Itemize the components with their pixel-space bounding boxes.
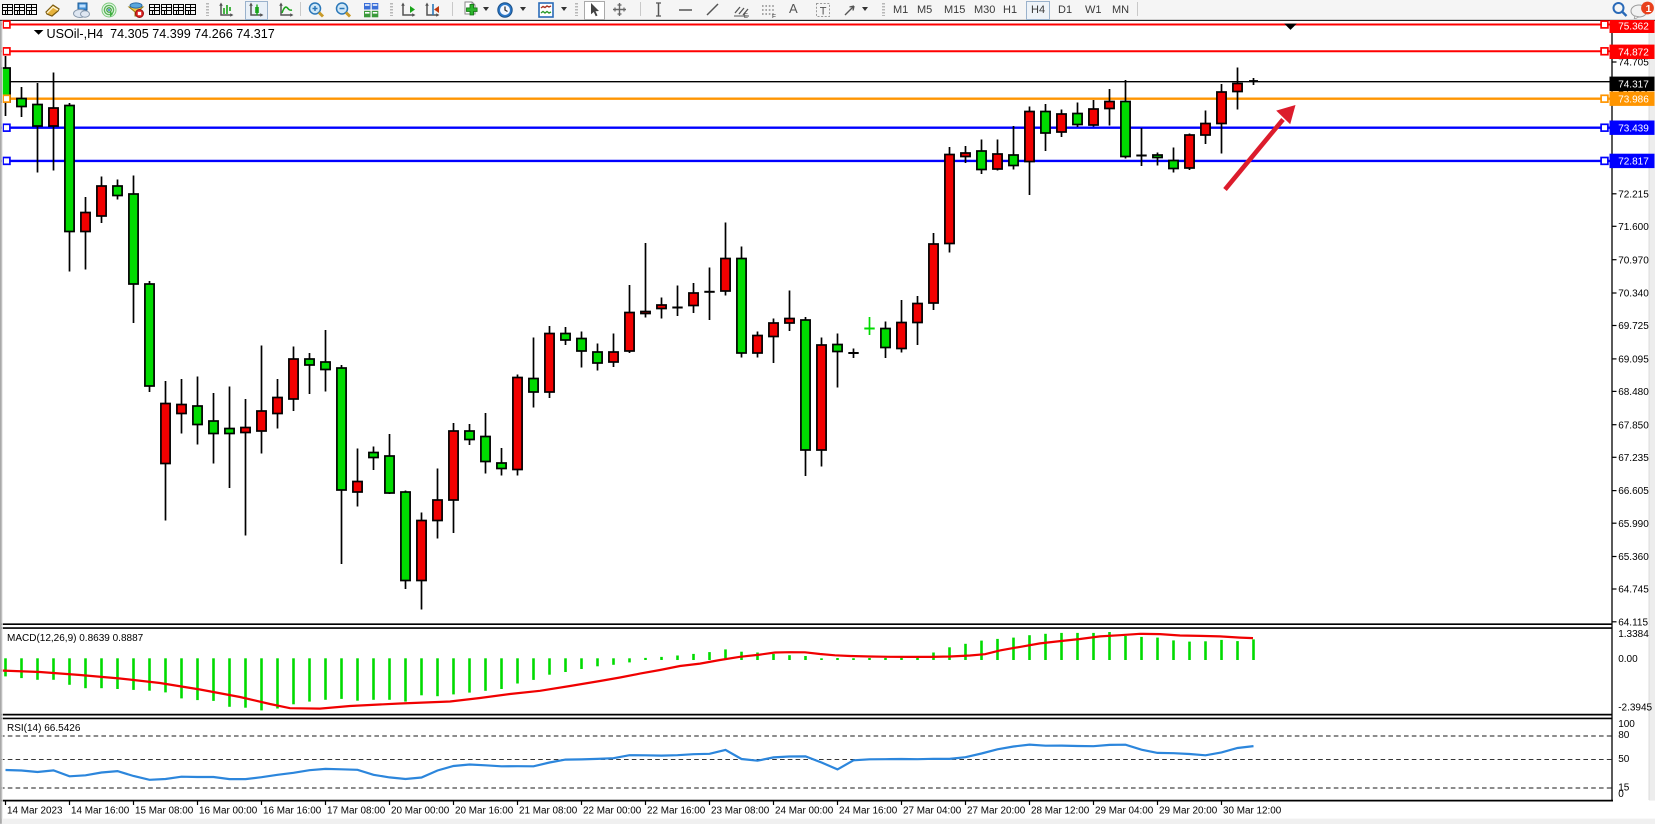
svg-text:66.605: 66.605 (1618, 486, 1649, 497)
svg-text:68.480: 68.480 (1618, 387, 1649, 398)
svg-text:T: T (820, 6, 827, 18)
svg-text:-2.3945: -2.3945 (1618, 702, 1652, 713)
svg-text:22 Mar 00:00: 22 Mar 00:00 (583, 805, 642, 816)
svg-text:71.600: 71.600 (1618, 222, 1649, 233)
svg-text:30 Mar 12:00: 30 Mar 12:00 (1223, 805, 1282, 816)
svg-text:21 Mar 08:00: 21 Mar 08:00 (519, 805, 578, 816)
svg-text:20 Mar 16:00: 20 Mar 16:00 (455, 805, 514, 816)
svg-text:28 Mar 12:00: 28 Mar 12:00 (1031, 805, 1090, 816)
svg-text:80: 80 (1618, 730, 1630, 741)
svg-text:14 Mar 2023: 14 Mar 2023 (7, 805, 63, 816)
svg-text:1.3384: 1.3384 (1618, 629, 1649, 640)
svg-text:22 Mar 16:00: 22 Mar 16:00 (647, 805, 706, 816)
svg-text:F: F (772, 14, 776, 19)
svg-text:69.095: 69.095 (1618, 355, 1649, 366)
svg-text:67.235: 67.235 (1618, 453, 1649, 464)
svg-text:50: 50 (1618, 754, 1630, 765)
svg-text:74.705: 74.705 (1618, 58, 1649, 69)
svg-text:67.850: 67.850 (1618, 420, 1649, 431)
svg-text:64.115: 64.115 (1618, 617, 1648, 628)
svg-text:24 Mar 16:00: 24 Mar 16:00 (839, 805, 898, 816)
svg-text:70.970: 70.970 (1618, 255, 1649, 266)
svg-text:65.360: 65.360 (1618, 552, 1649, 563)
svg-text:15: 15 (1618, 783, 1630, 794)
svg-text:74.317: 74.317 (1618, 80, 1649, 91)
svg-text:65.990: 65.990 (1618, 519, 1649, 530)
svg-text:24 Mar 00:00: 24 Mar 00:00 (775, 805, 834, 816)
svg-text:16 Mar 16:00: 16 Mar 16:00 (263, 805, 322, 816)
svg-text:0.00: 0.00 (1618, 654, 1638, 665)
svg-text:17 Mar 08:00: 17 Mar 08:00 (327, 805, 386, 816)
svg-text:75.362: 75.362 (1618, 22, 1649, 33)
svg-text:27 Mar 20:00: 27 Mar 20:00 (967, 805, 1026, 816)
svg-text:29 Mar 20:00: 29 Mar 20:00 (1159, 805, 1218, 816)
svg-text:E: E (744, 14, 748, 18)
svg-text:64.745: 64.745 (1618, 585, 1649, 596)
svg-text:73.986: 73.986 (1618, 95, 1649, 106)
svg-text:MACD(12,26,9) 0.8639 0.8887: MACD(12,26,9) 0.8639 0.8887 (7, 633, 144, 644)
svg-text:72.215: 72.215 (1618, 189, 1649, 200)
svg-text:100: 100 (1618, 719, 1635, 730)
svg-text:15 Mar 08:00: 15 Mar 08:00 (135, 805, 194, 816)
svg-text:1: 1 (1646, 3, 1652, 15)
svg-text:73.439: 73.439 (1618, 124, 1649, 135)
svg-text:USOil-,H4 74.305 74.399 74.26: USOil-,H4 74.305 74.399 74.266 74.317 (47, 27, 275, 41)
svg-text:69.725: 69.725 (1618, 321, 1649, 332)
svg-text:20 Mar 00:00: 20 Mar 00:00 (391, 805, 450, 816)
svg-text:14 Mar 16:00: 14 Mar 16:00 (71, 805, 130, 816)
svg-text:0: 0 (1618, 789, 1624, 800)
svg-text:29 Mar 04:00: 29 Mar 04:00 (1095, 805, 1154, 816)
svg-text:74.872: 74.872 (1618, 48, 1649, 59)
svg-text:23 Mar 08:00: 23 Mar 08:00 (711, 805, 770, 816)
svg-text:70.340: 70.340 (1618, 289, 1649, 300)
svg-text:72.817: 72.817 (1618, 157, 1649, 168)
svg-text:RSI(14) 66.5426: RSI(14) 66.5426 (7, 723, 81, 734)
svg-text:27 Mar 04:00: 27 Mar 04:00 (903, 805, 962, 816)
svg-text:16 Mar 00:00: 16 Mar 00:00 (199, 805, 258, 816)
